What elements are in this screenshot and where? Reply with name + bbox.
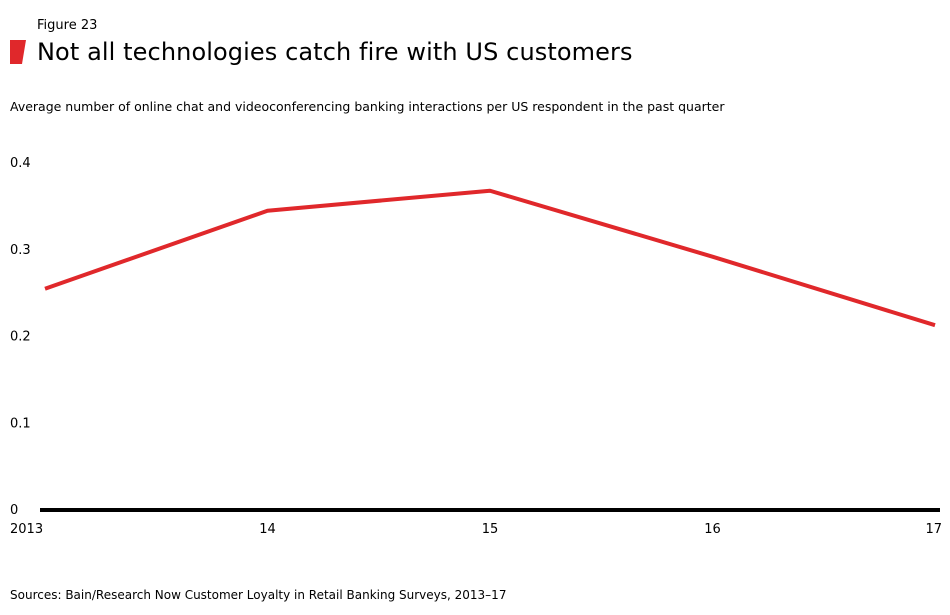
- y-axis-ticks: 0 0.1 0.2 0.3 0.4: [10, 156, 31, 518]
- x-tick-label: 14: [259, 522, 276, 537]
- chart-subtitle: Average number of online chat and videoc…: [10, 99, 725, 114]
- y-tick-label: 0: [10, 503, 18, 518]
- y-tick-label: 0.3: [10, 243, 31, 258]
- x-tick-label: 17: [925, 522, 942, 537]
- chart-title: Not all technologies catch fire with US …: [37, 38, 633, 66]
- x-tick-label: 15: [482, 522, 499, 537]
- x-axis-ticks: 2013 14 15 16 17: [10, 522, 942, 537]
- title-row: Not all technologies catch fire with US …: [10, 38, 633, 66]
- series-group: [44, 188, 936, 328]
- y-tick-label: 0.4: [10, 156, 31, 171]
- figure-label: Figure 23: [37, 18, 98, 33]
- source-note: Sources: Bain/Research Now Customer Loya…: [10, 588, 507, 602]
- title-marker-icon: [10, 40, 26, 64]
- series-line: [44, 188, 936, 328]
- x-tick-label: 2013: [10, 522, 43, 537]
- y-tick-label: 0.2: [10, 330, 31, 345]
- x-tick-label: 16: [704, 522, 721, 537]
- y-tick-label: 0.1: [10, 416, 31, 431]
